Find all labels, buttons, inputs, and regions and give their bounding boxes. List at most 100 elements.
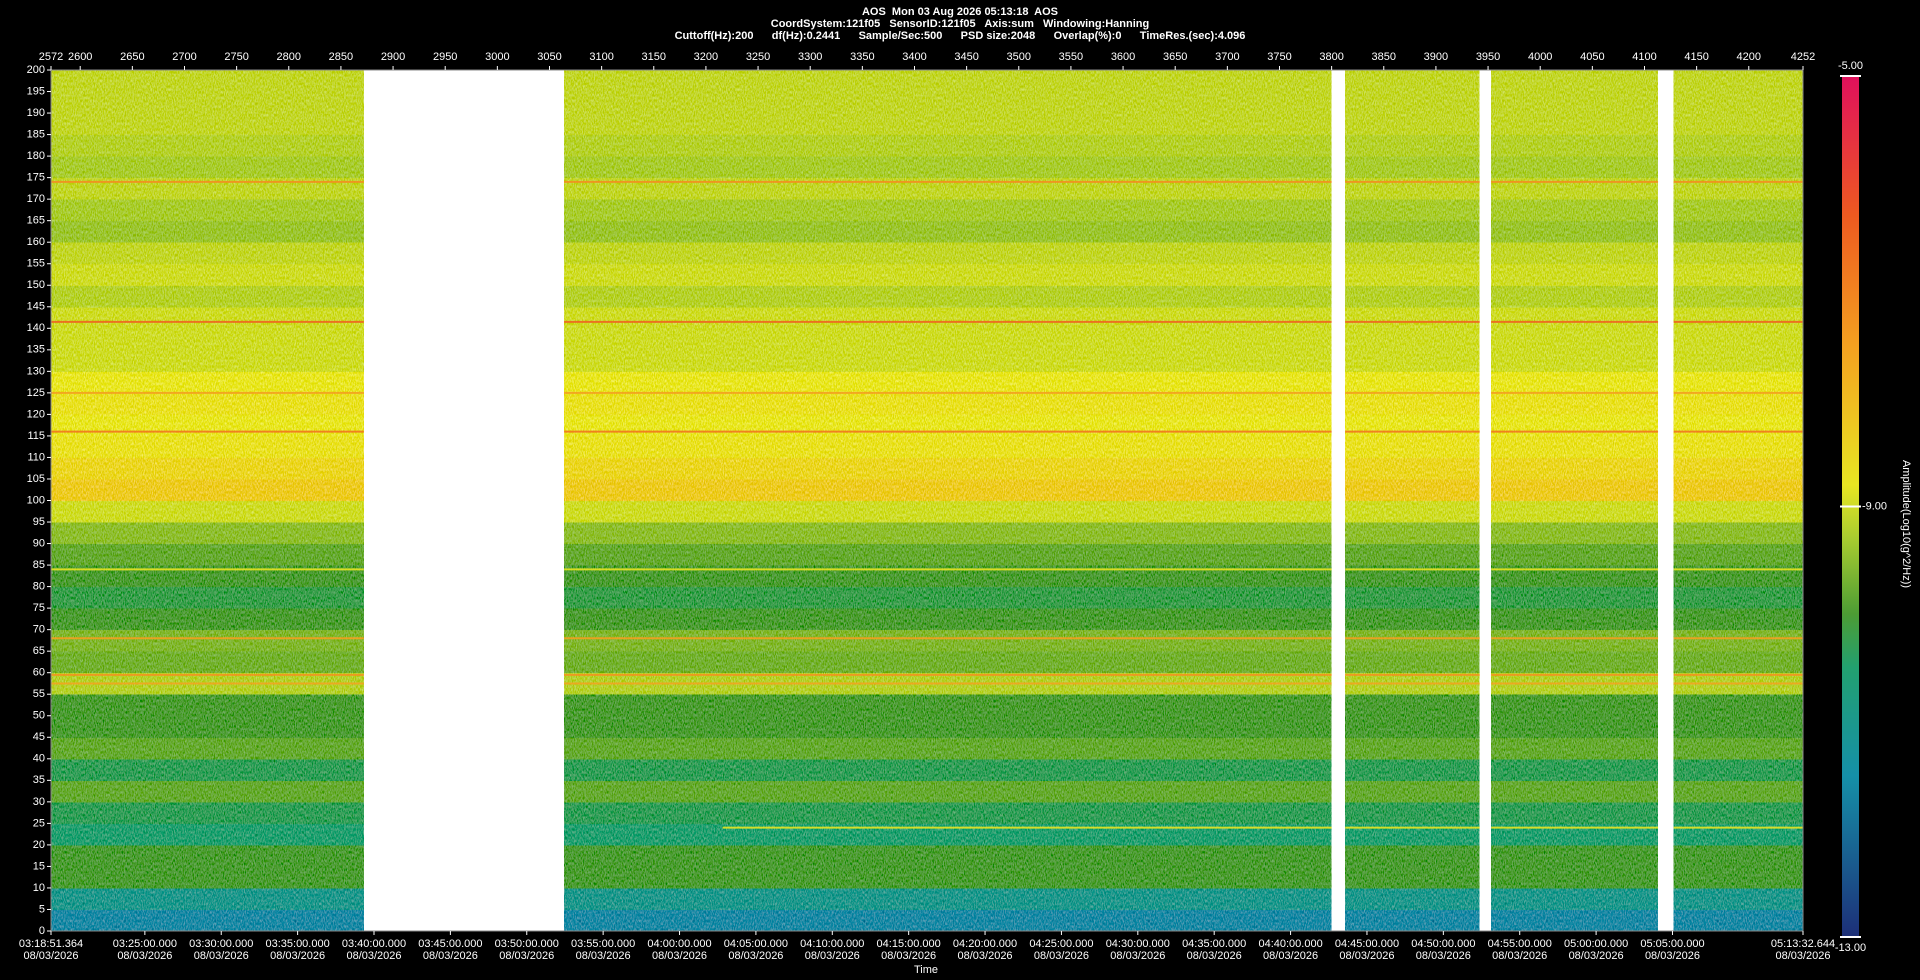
heat-cell (51, 285, 364, 308)
heat-cell (51, 565, 364, 588)
x-tick-label: 2900 (381, 51, 405, 63)
time-tick-date: 08/03/2026 (1416, 950, 1471, 962)
heat-cell (1491, 694, 1659, 717)
colorbar-label: Amplitude(Log10(g^2/Hz)) (1900, 460, 1912, 588)
heat-cell (1673, 177, 1803, 200)
heat-cell (564, 758, 1332, 781)
y-tick-label: 85 (33, 559, 45, 571)
chart-info: Cuttoff(Hz):200 df(Hz):0.2441 Sample/Sec… (675, 30, 1246, 42)
time-tick-date: 08/03/2026 (576, 950, 631, 962)
heat-cell (1345, 715, 1480, 738)
y-tick-label: 145 (27, 301, 45, 313)
heat-cell (1345, 285, 1480, 308)
x-tick-label: 3250 (746, 51, 770, 63)
time-tick-date: 08/03/2026 (1263, 950, 1318, 962)
heat-cell (564, 522, 1332, 545)
heat-cell (51, 478, 364, 501)
heat-cell (564, 457, 1332, 480)
y-tick-label: 95 (33, 516, 45, 528)
heat-cell (51, 134, 364, 157)
heat-cell (1345, 156, 1480, 179)
heat-cell (1491, 392, 1659, 415)
heat-cell (564, 737, 1332, 760)
x-tick-label: 2700 (172, 51, 196, 63)
x-tick-label: 3200 (694, 51, 718, 63)
time-tick-date: 08/03/2026 (1775, 950, 1830, 962)
x-tick-label: 2850 (329, 51, 353, 63)
y-tick-label: 40 (33, 753, 45, 765)
x-tick-label: 4252 (1791, 51, 1815, 63)
heat-cell (564, 220, 1332, 243)
heat-cell (51, 629, 364, 652)
heat-cell (1673, 823, 1803, 846)
heat-cell (1673, 328, 1803, 351)
y-tick-label: 50 (33, 710, 45, 722)
y-tick-label: 25 (33, 817, 45, 829)
heat-cell (1673, 866, 1803, 889)
heat-cell (1345, 220, 1480, 243)
colorbar-tick-label: -5.00 (1838, 60, 1863, 72)
heat-cell (1345, 435, 1480, 458)
y-tick-label: 110 (27, 451, 45, 463)
heat-cell (1673, 737, 1803, 760)
y-tick-label: 5 (39, 903, 45, 915)
heat-cell (1673, 500, 1803, 523)
y-tick-label: 175 (27, 172, 45, 184)
y-tick-label: 130 (27, 365, 45, 377)
x-tick-label: 2750 (224, 51, 248, 63)
heat-cell (51, 263, 364, 286)
y-tick-label: 135 (27, 344, 45, 356)
heat-cell (1673, 629, 1803, 652)
heat-cell (1491, 737, 1659, 760)
time-tick-label: 04:10:00.000 (800, 938, 864, 950)
heat-cell (564, 801, 1332, 824)
heat-cell (1673, 242, 1803, 265)
heat-cell (564, 586, 1332, 609)
heat-cell (1491, 887, 1659, 910)
y-tick-label: 120 (27, 408, 45, 420)
x-tick-label: 3800 (1319, 51, 1343, 63)
heat-cell (51, 823, 364, 846)
x-tick-label: 3450 (954, 51, 978, 63)
heat-cell (1491, 70, 1659, 93)
heat-cell (1491, 522, 1659, 545)
y-tick-label: 45 (33, 731, 45, 743)
y-tick-label: 55 (33, 688, 45, 700)
x-tick-label: 3000 (485, 51, 509, 63)
heat-cell (51, 522, 364, 545)
heat-cell (1345, 608, 1480, 631)
time-tick-date: 08/03/2026 (423, 950, 478, 962)
heat-cell (51, 586, 364, 609)
heat-cell (1491, 435, 1659, 458)
heat-cell (564, 500, 1332, 523)
x-tick-label: 3500 (1007, 51, 1031, 63)
heat-cell (1345, 694, 1480, 717)
y-tick-label: 170 (27, 193, 45, 205)
heat-cell (1345, 586, 1480, 609)
colorbar-tick-label: -13.00 (1835, 942, 1866, 954)
heat-cell (1345, 543, 1480, 566)
heat-cell (564, 349, 1332, 372)
time-tick-label: 03:40:00.000 (342, 938, 406, 950)
x-tick-label: 3850 (1372, 51, 1396, 63)
chart-title: AOS Mon 03 Aug 2026 05:13:18 AOS (862, 6, 1058, 18)
heat-cell (1345, 737, 1480, 760)
y-tick-label: 35 (33, 774, 45, 786)
heat-cell (1673, 694, 1803, 717)
heat-cell (564, 715, 1332, 738)
time-tick-label: 03:18:51.364 (19, 938, 83, 950)
heat-cell (564, 306, 1332, 329)
heat-cell (51, 177, 364, 200)
y-tick-label: 200 (27, 64, 45, 76)
time-tick-date: 08/03/2026 (652, 950, 707, 962)
heat-cell (51, 91, 364, 114)
heat-cell (1345, 328, 1480, 351)
heat-cell (1491, 285, 1659, 308)
heat-cell (1345, 500, 1480, 523)
y-tick-label: 180 (27, 150, 45, 162)
time-tick-label: 03:35:00.000 (265, 938, 329, 950)
heat-cell (1345, 522, 1480, 545)
y-tick-label: 165 (27, 215, 45, 227)
heat-cell (1673, 392, 1803, 415)
heat-cell (51, 758, 364, 781)
